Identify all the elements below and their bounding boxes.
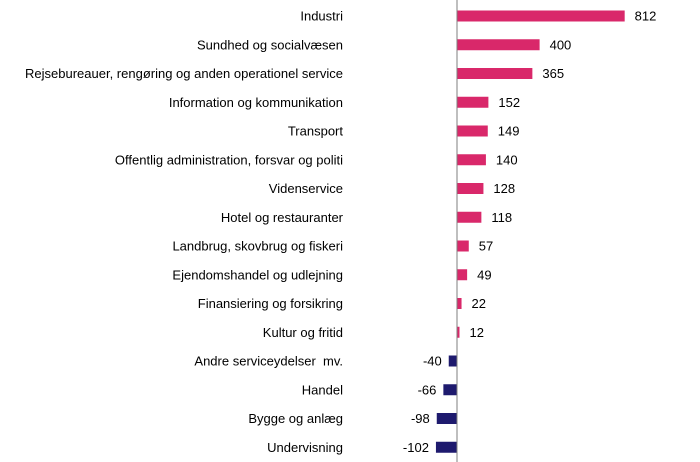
- value-label-sundhed-og-socialvaesen: 400: [550, 37, 572, 52]
- value-label-landbrug-skovbrug-og-fiskeri: 57: [479, 239, 493, 254]
- bar-hotel-og-restauranter: [457, 211, 482, 223]
- bar-offentlig-administration-forsvar-og-politi: [457, 154, 486, 166]
- value-label-finansiering-og-forsikring: 22: [472, 296, 486, 311]
- category-label-andre-serviceydelser-mv: Andre serviceydelser mv.: [194, 354, 343, 369]
- bar-industri: [457, 10, 625, 22]
- value-label-ejendomshandel-og-udlejning: 49: [477, 267, 491, 282]
- bar-videnservice: [457, 183, 484, 194]
- category-label-hotel-og-restauranter: Hotel og restauranter: [221, 210, 344, 225]
- category-label-rejsebureauer-rengoring-og-anden-operationel-service: Rejsebureauer, rengøring og anden operat…: [25, 66, 343, 81]
- category-label-ejendomshandel-og-udlejning: Ejendomshandel og udlejning: [172, 267, 343, 282]
- value-label-handel: -66: [418, 382, 437, 397]
- category-label-offentlig-administration-forsvar-og-politi: Offentlig administration, forsvar og pol…: [115, 152, 343, 167]
- value-labels-group: 812 400 365 152 149 140 128 118 57 49 22 12 -40 -66 -9…: [403, 9, 656, 455]
- value-label-transport: 149: [498, 124, 520, 139]
- value-label-hotel-og-restauranter: 118: [491, 210, 512, 225]
- value-label-videnservice: 128: [493, 181, 515, 196]
- value-label-andre-serviceydelser-mv: -40: [423, 354, 442, 369]
- bar-information-og-kommunikation: [457, 96, 489, 108]
- value-label-industri: 812: [635, 9, 657, 24]
- bars-group: [435, 10, 625, 453]
- bar-rejsebureauer-rengoring-og-anden-operationel-service: [457, 68, 533, 79]
- category-label-kultur-og-fritid: Kultur og fritid: [263, 325, 343, 340]
- category-label-information-og-kommunikation: Information og kommunikation: [169, 95, 343, 110]
- bar-landbrug-skovbrug-og-fiskeri: [457, 240, 469, 252]
- category-label-videnservice: Videnservice: [269, 181, 343, 196]
- bar-sundhed-og-socialvaesen: [457, 39, 540, 51]
- bar-undervisning: [435, 441, 457, 453]
- category-label-sundhed-og-socialvaesen: Sundhed og socialvæsen: [197, 37, 343, 52]
- bar-andre-serviceydelser-mv: [448, 355, 457, 367]
- bar-handel: [443, 384, 457, 396]
- category-label-transport: Transport: [288, 124, 344, 139]
- bar-ejendomshandel-og-udlejning: [457, 269, 468, 281]
- bar-finansiering-og-forsikring: [457, 298, 462, 309]
- value-label-rejsebureauer-rengoring-og-anden-operationel-service: 365: [542, 66, 564, 81]
- category-label-finansiering-og-forsikring: Finansiering og forsikring: [198, 296, 343, 311]
- value-label-offentlig-administration-forsvar-og-politi: 140: [496, 152, 518, 167]
- category-label-landbrug-skovbrug-og-fiskeri: Landbrug, skovbrug og fiskeri: [172, 239, 343, 254]
- category-label-handel: Handel: [302, 382, 343, 397]
- value-label-bygge-og-anlaeg: -98: [411, 411, 430, 426]
- bar-kultur-og-fritid: [457, 326, 460, 338]
- category-label-undervisning: Undervisning: [267, 440, 343, 455]
- value-label-information-og-kommunikation: 152: [498, 95, 520, 110]
- category-labels-group: Industri Sundhed og socialvæsen Rejseburea…: [25, 9, 344, 455]
- bar-transport: [457, 125, 488, 137]
- category-label-bygge-og-anlaeg: Bygge og anlæg: [248, 411, 343, 426]
- value-label-kultur-og-fritid: 12: [469, 325, 483, 340]
- bar-bygge-og-anlaeg: [436, 413, 457, 424]
- value-label-undervisning: -102: [403, 440, 429, 455]
- category-label-industri: Industri: [300, 9, 343, 24]
